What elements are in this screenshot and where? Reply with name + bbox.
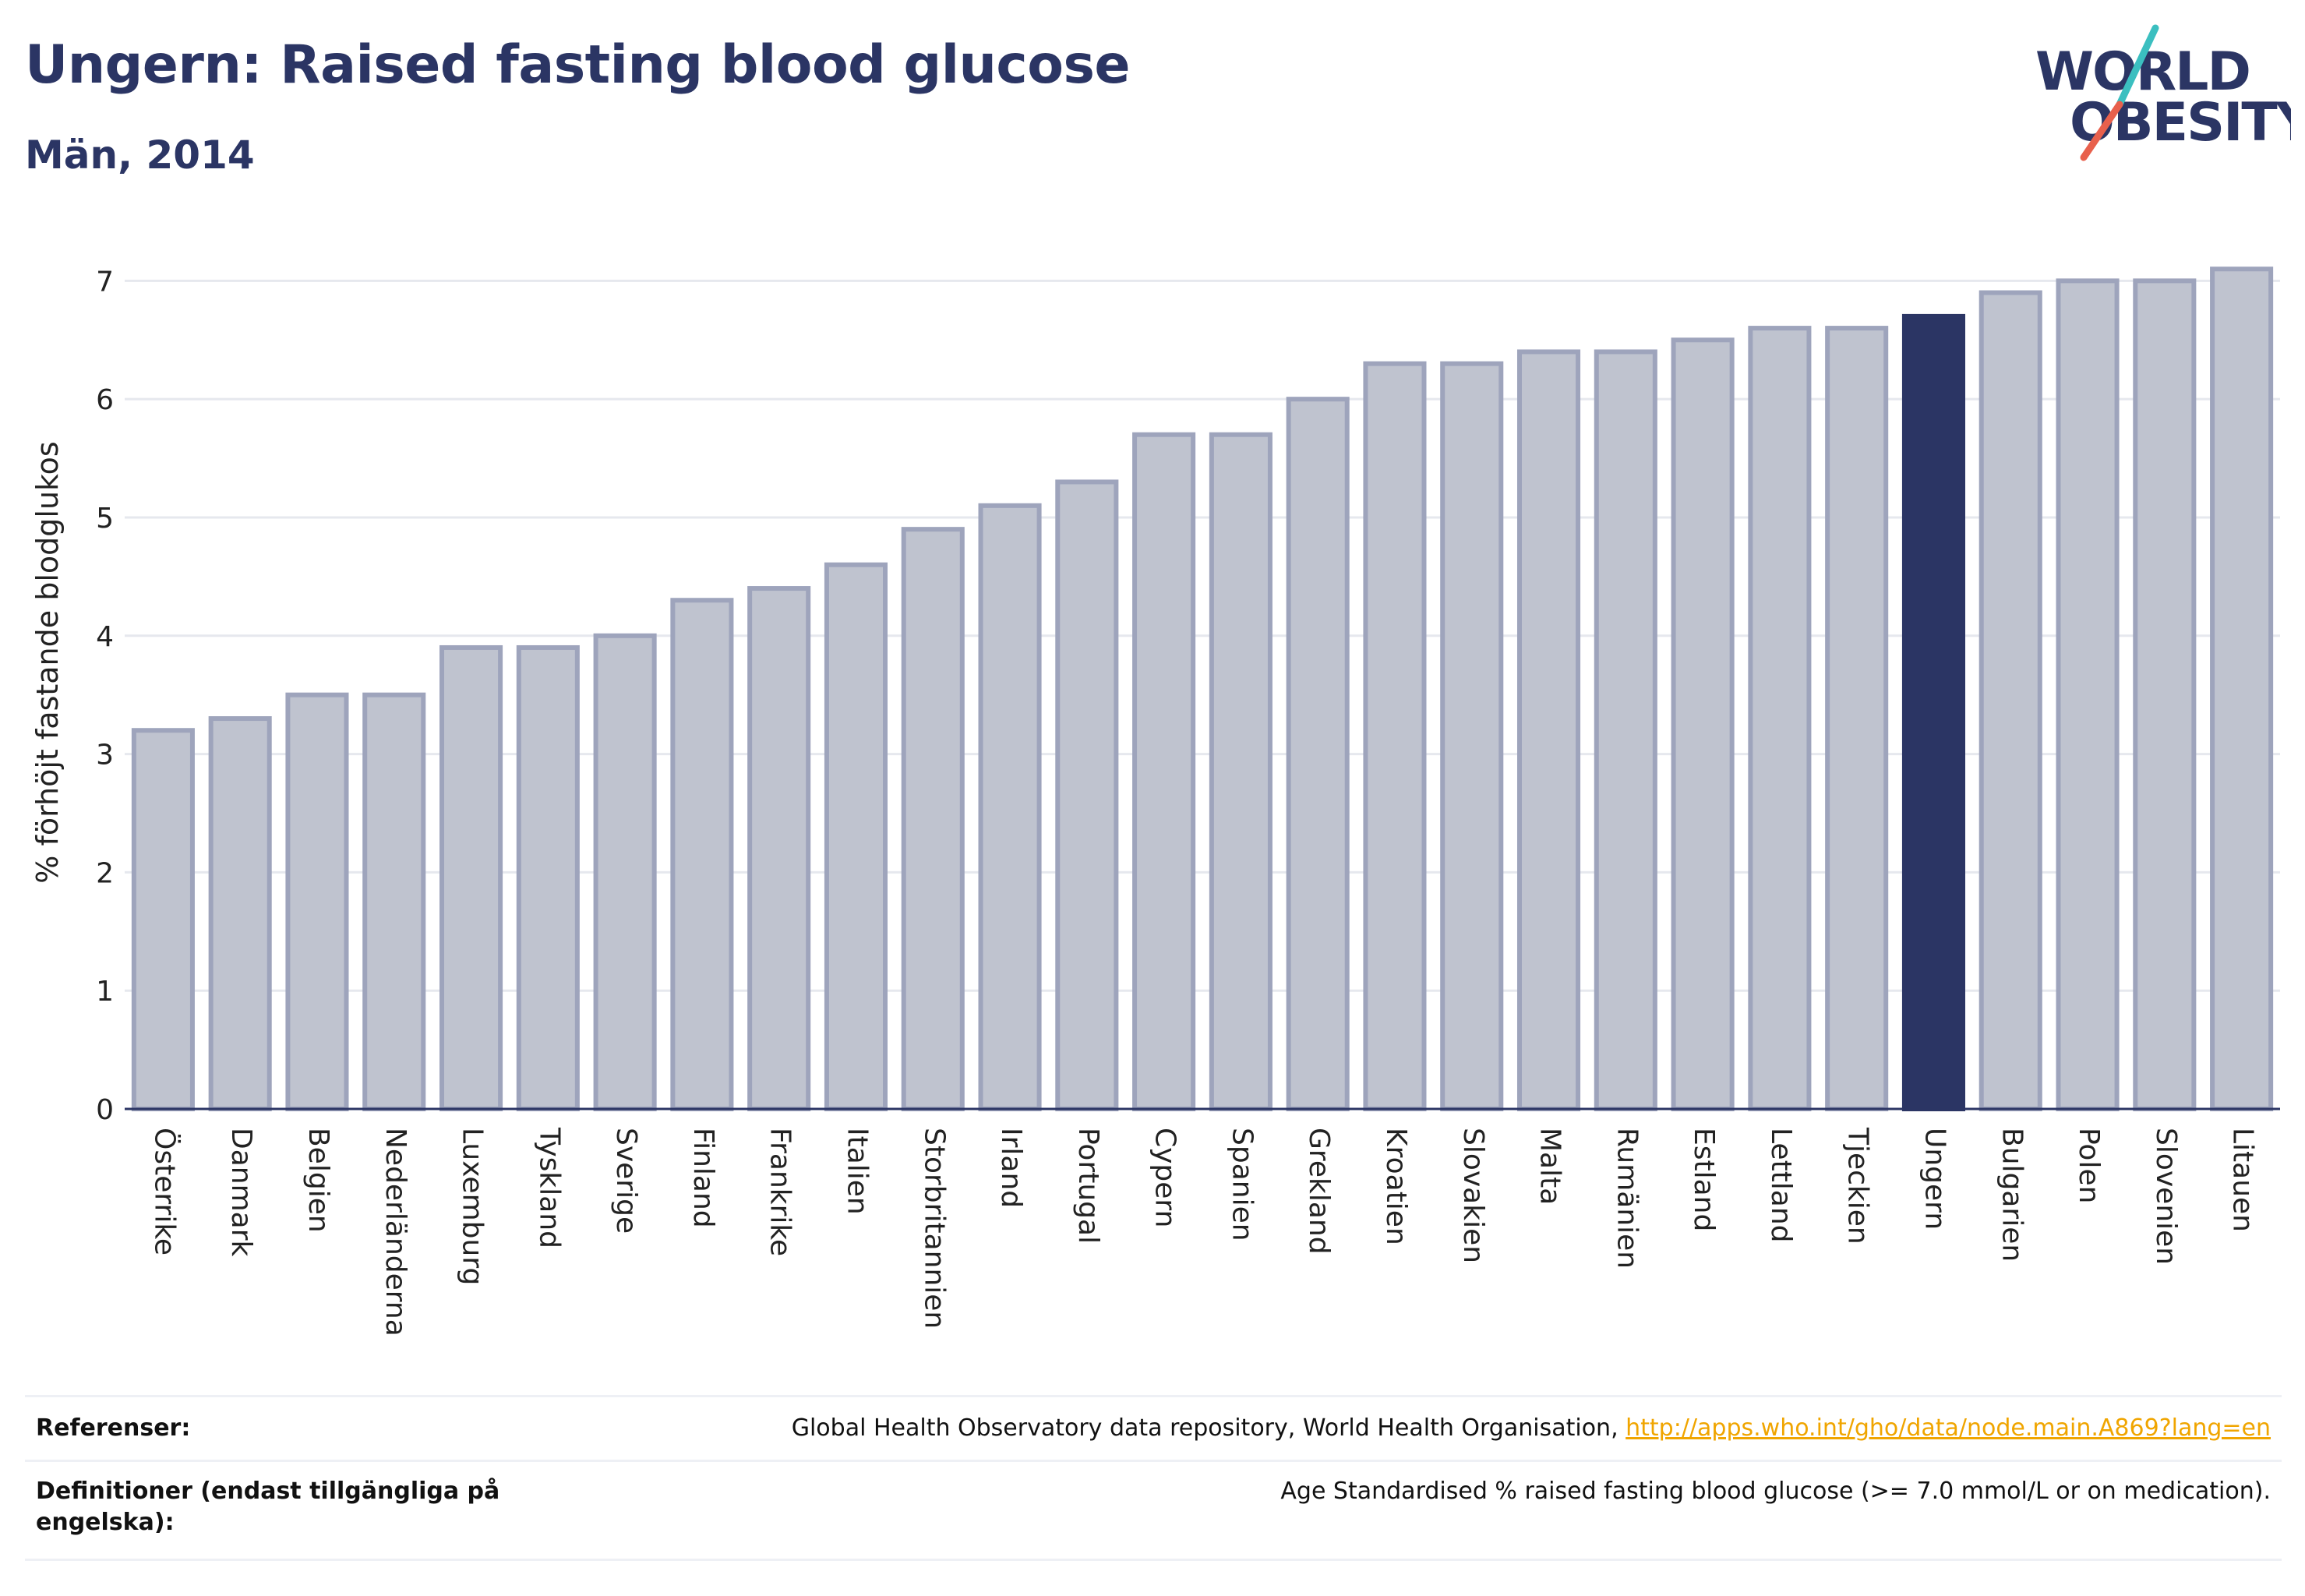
bar-polen — [2056, 278, 2120, 1112]
x-tick-label: Sverige — [610, 1128, 642, 1234]
x-tick-label: Tjeckien — [1842, 1127, 1874, 1245]
x-tick-label: Danmark — [225, 1128, 257, 1257]
bar-malta — [1516, 349, 1581, 1111]
x-tick-label: Litauen — [2227, 1128, 2259, 1232]
bar-lettland — [1748, 326, 1812, 1112]
x-tick-label: Malta — [1534, 1128, 1566, 1205]
y-tick-label: 3 — [96, 740, 114, 772]
x-tick-label: Belgien — [302, 1128, 334, 1233]
references-table: Referenser: Global Health Observatory da… — [25, 1395, 2282, 1561]
x-tick-label: Cypern — [1149, 1128, 1181, 1227]
bar-tyskland — [516, 644, 580, 1111]
bar-grekland — [1286, 397, 1350, 1111]
y-tick-label: 2 — [96, 857, 114, 889]
x-tick-label: Tyskland — [533, 1127, 565, 1248]
logo-slash-teal — [2116, 24, 2159, 108]
bar-slovenien — [2133, 278, 2197, 1112]
logo-slash-red — [2080, 101, 2123, 161]
y-axis-label: % förhöjt fastande blodglukos — [30, 441, 65, 883]
definitions-row: Definitioner (endast tillgängliga på eng… — [25, 1460, 2282, 1561]
x-tick-label: Estland — [1688, 1128, 1720, 1231]
bar-luxemburg — [439, 644, 503, 1111]
x-tick-label: Nederländerna — [379, 1128, 411, 1336]
x-tick-label: Lettland — [1765, 1128, 1797, 1243]
y-tick-label: 5 — [96, 503, 114, 535]
y-tick-label: 7 — [96, 266, 114, 298]
x-tick-label: Slovakien — [1457, 1128, 1489, 1263]
x-tick-label: Storbritannien — [918, 1128, 950, 1329]
x-tick-label: Österrike — [148, 1128, 181, 1255]
bar-cypern — [1132, 432, 1196, 1111]
bar-chart: 0 1 2 3 4 5 6 7 Österrike Danmark Belgien Nederlän… — [30, 266, 2280, 1336]
references-link[interactable]: http://apps.who.int/gho/data/node.main.A… — [1626, 1414, 2271, 1442]
bar-tjeckien — [1825, 326, 1889, 1112]
bar-ungern — [1901, 313, 1966, 1111]
x-tick-label: Italien — [841, 1128, 873, 1215]
x-tick-label: Bulgarien — [1996, 1128, 2028, 1262]
world-obesity-logo: WORLD OBESITY — [2035, 24, 2291, 161]
bar-irland — [978, 503, 1042, 1111]
bar-sverige — [593, 633, 657, 1111]
bar-storbritannien — [901, 527, 965, 1111]
x-tick-label: Slovenien — [2150, 1128, 2182, 1265]
definitions-label: Definitioner (endast tillgängliga på eng… — [36, 1478, 500, 1536]
y-tick-label: 0 — [96, 1094, 114, 1126]
references-value: Global Health Observatory data repositor… — [792, 1413, 2271, 1444]
definitions-value: Age Standardised % raised fasting blood … — [1280, 1478, 2271, 1505]
bar-kroatien — [1363, 361, 1427, 1111]
y-tick-label: 6 — [96, 384, 114, 416]
bar-bulgarien — [1978, 290, 2042, 1112]
bar-danmark — [208, 716, 272, 1112]
page-title: Ungern: Raised fasting blood glucose — [25, 34, 1131, 96]
bar-finland — [670, 598, 734, 1111]
references-label: Referenser: — [36, 1414, 191, 1442]
x-tick-labels: Österrike Danmark Belgien Nederländerna Luxe… — [148, 1127, 2258, 1336]
x-tick-label: Luxemburg — [457, 1128, 489, 1285]
x-tick-label: Portugal — [1072, 1128, 1104, 1244]
x-tick-label: Frankrike — [764, 1128, 796, 1256]
bar-belgien — [285, 692, 349, 1111]
x-tick-label: Spanien — [1226, 1128, 1258, 1241]
x-tick-label: Kroatien — [1380, 1128, 1412, 1245]
bar-portugal — [1055, 479, 1119, 1111]
y-tick-label: 4 — [96, 621, 114, 653]
bar-spanien — [1209, 432, 1273, 1111]
x-tick-label: Ungern — [1918, 1128, 1950, 1230]
bar-slovakien — [1440, 361, 1504, 1111]
bar-italien — [824, 562, 888, 1111]
bar-litauen — [2210, 267, 2274, 1111]
y-tick-labels: 0 1 2 3 4 5 6 7 — [96, 266, 114, 1126]
y-tick-label: 1 — [96, 976, 114, 1008]
x-tick-label: Polen — [2073, 1128, 2105, 1203]
bars — [131, 267, 2274, 1112]
bar-österrike — [131, 728, 195, 1111]
bar-rumänien — [1594, 349, 1657, 1111]
x-tick-label: Grekland — [1303, 1128, 1335, 1255]
x-tick-label: Rumänien — [1611, 1128, 1643, 1269]
references-text: Global Health Observatory data repositor… — [791, 1414, 1626, 1442]
bar-nederländerna — [362, 692, 426, 1111]
x-tick-label: Irland — [995, 1128, 1027, 1208]
references-row: Referenser: Global Health Observatory da… — [25, 1395, 2282, 1460]
bar-estland — [1671, 337, 1735, 1111]
bar-frankrike — [747, 586, 811, 1111]
page-subtitle: Män, 2014 — [25, 132, 255, 178]
x-tick-label: Finland — [687, 1128, 719, 1228]
